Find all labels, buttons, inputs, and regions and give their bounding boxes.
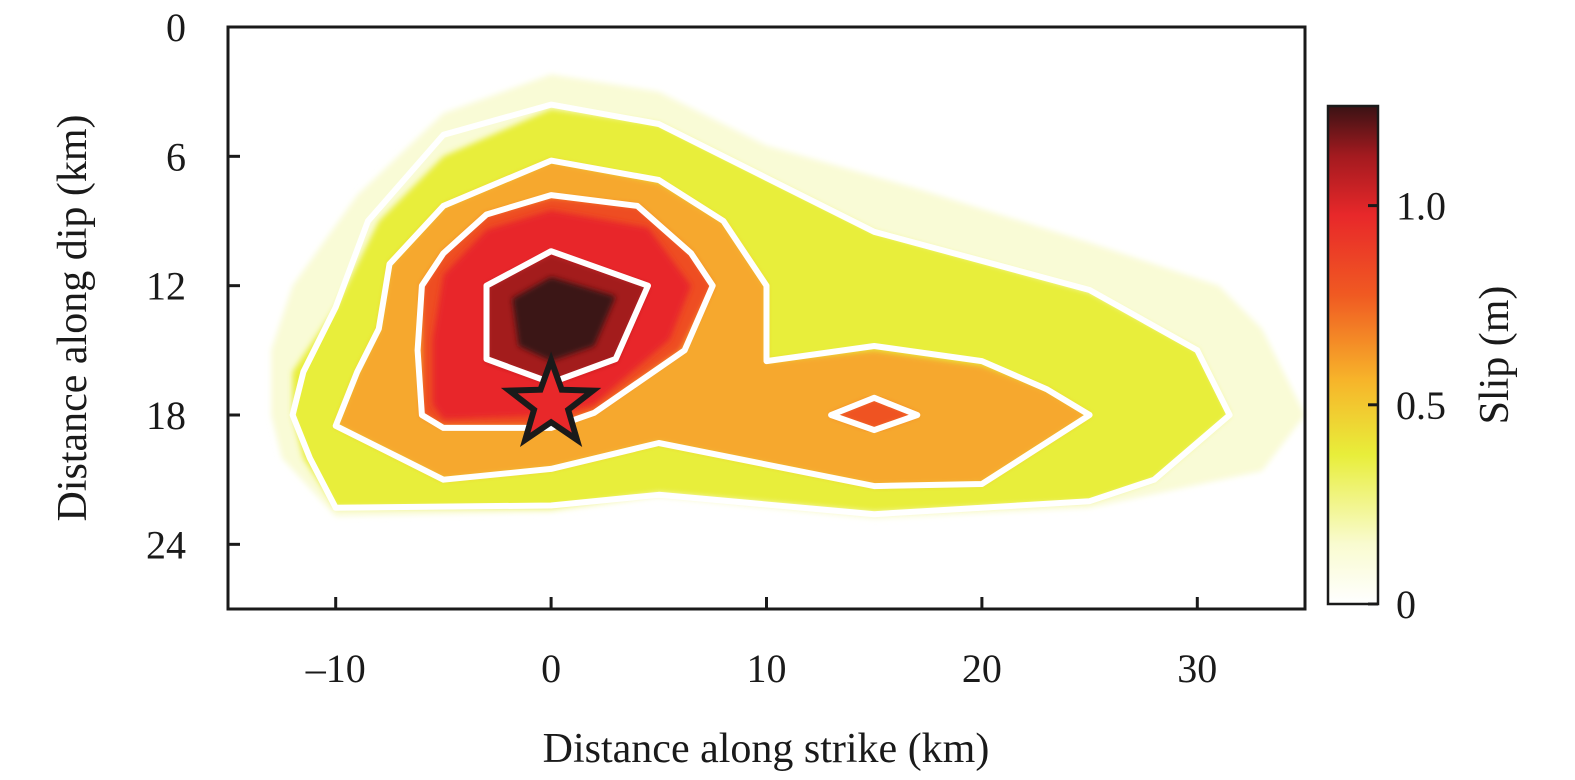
x-tick-label: –10: [305, 646, 366, 691]
slip-level-7: [512, 277, 616, 362]
contour-line-4: [828, 394, 921, 434]
hypocenter-star: [500, 351, 602, 447]
x-tick-label: 0: [541, 646, 561, 691]
contour-line-1: [332, 157, 1093, 490]
colorbar-tick-label: 0.5: [1396, 383, 1446, 428]
x-axis-title: Distance along strike (km): [543, 726, 990, 772]
x-tick-label: 30: [1177, 646, 1217, 691]
colorbar-title: Slip (m): [1472, 286, 1518, 425]
y-axis: 0 6 12 18 24: [146, 5, 240, 567]
colorbar-tick-label: 1.0: [1396, 184, 1446, 229]
y-axis-title: Distance along dip (km): [50, 114, 96, 521]
colorbar-gradient: [1326, 104, 1380, 606]
slip-fill-layer: [271, 74, 1306, 519]
y-tick-label: 24: [146, 522, 186, 567]
y-tick-label: 0: [166, 5, 186, 50]
y-tick-label: 18: [146, 393, 186, 438]
y-tick-label: 12: [146, 264, 186, 309]
contour-line-0: [289, 101, 1233, 518]
colorbar-tick-label: 0: [1396, 582, 1416, 627]
x-axis: –10 0 10 20 30: [305, 597, 1217, 691]
colorbar: 0 0.5 1.0 Slip (m): [1326, 104, 1518, 627]
hypocenter-layer: [500, 351, 602, 447]
x-tick-label: 20: [962, 646, 1002, 691]
y-tick-label: 6: [166, 134, 186, 179]
colorbar-ticks: 0 0.5 1.0: [1368, 184, 1446, 627]
x-tick-label: 10: [747, 646, 787, 691]
